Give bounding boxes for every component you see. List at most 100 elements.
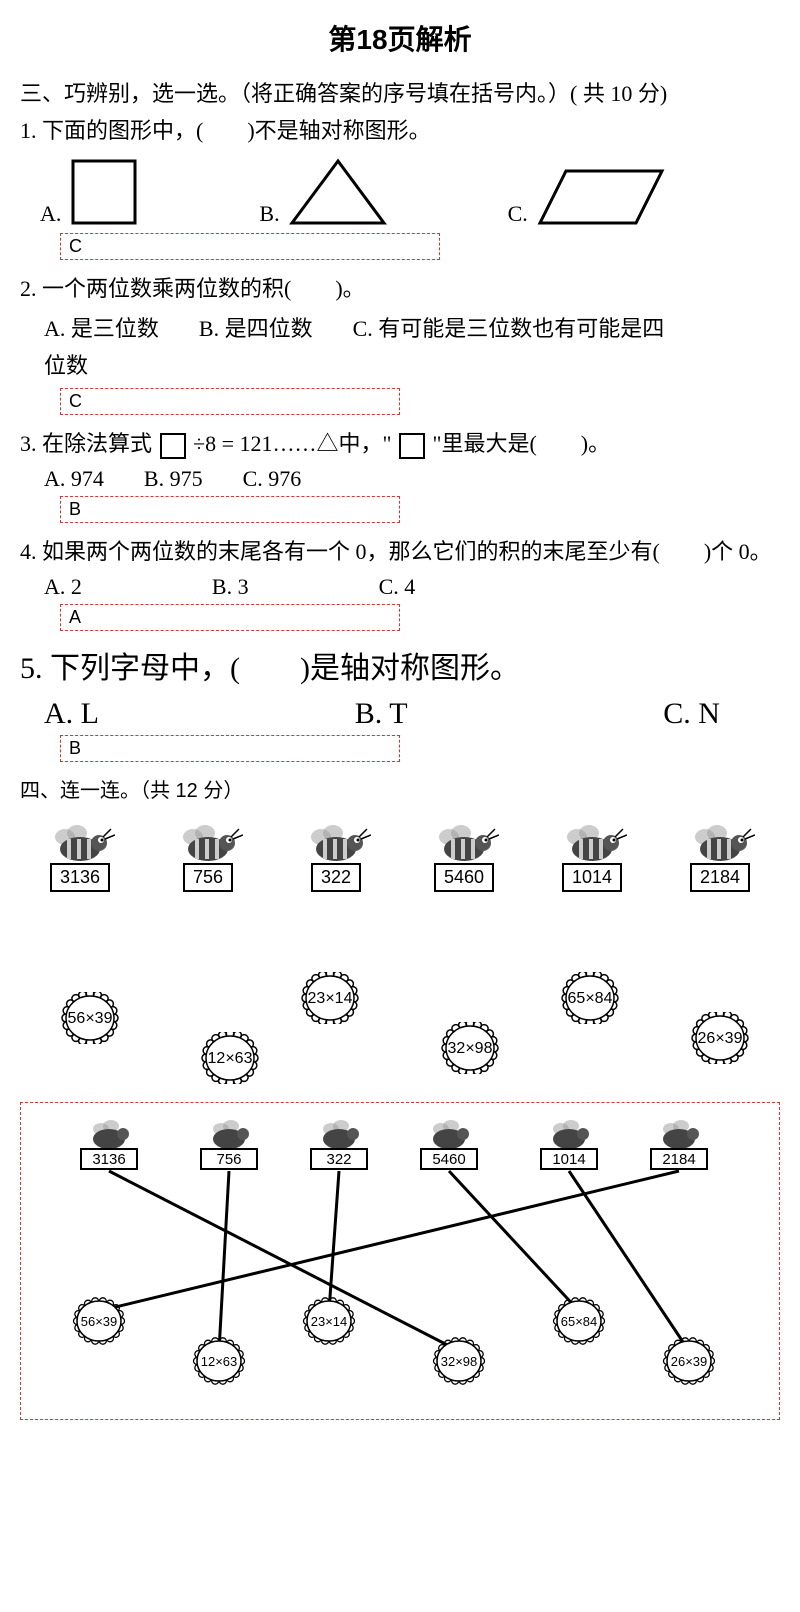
q1-opt-a-label: A. [40,201,61,227]
q4-text: 4. 如果两个两位数的末尾各有一个 0，那么它们的积的末尾至少有( )个 0。 [20,535,780,568]
sol-flower: 56×39 [74,1298,125,1344]
q2-opt-c-cont: 位数 [44,349,780,382]
flower-item: 12×63 [200,1032,260,1089]
flower-item: 56×39 [60,992,120,1049]
bee-item: 322 [286,819,386,892]
section-3-heading: 三、巧辨别，选一选。（将正确答案的序号填在括号内。）( 共 10 分) [20,76,780,108]
section-3-label: 三、巧辨别，选一选。 [20,81,240,106]
q4-options: A. 2 B. 3 C. 4 [44,574,780,600]
box-icon [399,433,425,459]
sol-flower: 26×39 [664,1338,715,1384]
sol-flower: 12×63 [194,1338,245,1384]
q5-text: 5. 下列字母中，( )是轴对称图形。 [20,643,780,687]
svg-text:756: 756 [216,1151,241,1168]
svg-text:65×84: 65×84 [561,1314,598,1329]
flower-item: 32×98 [440,1022,500,1079]
flower-label: 56×39 [60,1010,120,1028]
bee-icon [173,819,243,869]
match-line [449,1171,579,1311]
bee-item: 2184 [670,819,770,892]
svg-text:3136: 3136 [92,1151,125,1168]
bee-icon [557,819,627,869]
sol-bee: 3136 [81,1120,137,1169]
svg-text:5460: 5460 [432,1151,465,1168]
bees-row: 3136 756 322 5460 1014 2184 [20,819,780,892]
q3-opt-b: B. 975 [144,466,203,492]
svg-text:2184: 2184 [662,1151,695,1168]
sol-flower: 65×84 [554,1298,605,1344]
q1-opt-a: A. [40,157,139,227]
sol-flower: 32×98 [434,1338,485,1384]
svg-text:32×98: 32×98 [441,1354,478,1369]
box-icon [160,433,186,459]
q1-opt-c: C. [508,167,666,227]
section-4-heading: 四、连一连。（共 12 分） [20,774,780,803]
bee-label: 1014 [562,863,622,892]
flower-label: 26×39 [690,1030,750,1048]
q2-opt-a: A. 是三位数 [44,311,159,343]
bee-label: 322 [311,863,361,892]
bee-label: 5460 [434,863,494,892]
flower-item: 26×39 [690,1012,750,1069]
bee-icon [685,819,755,869]
q5-options: A. L B. T C. N [44,697,780,731]
q1-text: 1. 下面的图形中，( )不是轴对称图形。 [20,114,780,147]
svg-text:12×63: 12×63 [201,1354,238,1369]
q1-opt-b-label: B. [259,201,279,227]
sol-bee: 322 [311,1120,367,1169]
q2-opt-c: C. 有可能是三位数也有可能是四 [353,311,665,343]
bee-item: 5460 [414,819,514,892]
flower-item: 65×84 [560,972,620,1029]
q3-text: 3. 在除法算式 ÷8 = 121……△中，" "里最大是( )。 [20,427,780,460]
bee-item: 3136 [30,819,130,892]
svg-text:56×39: 56×39 [81,1314,118,1329]
svg-text:23×14: 23×14 [311,1314,348,1329]
q3-answer: B [60,496,400,523]
bee-icon [45,819,115,869]
flower-label: 12×63 [200,1050,260,1068]
sol-bee: 1014 [541,1120,597,1169]
q2-text: 2. 一个两位数乘两位数的积( )。 [20,272,780,305]
page-title: 第18页解析 [20,18,780,58]
sol-flower: 23×14 [304,1298,355,1344]
sol-bee: 2184 [651,1120,707,1169]
bee-label: 756 [183,863,233,892]
q3-text-mid: ÷8 = 121……△中，" [193,431,391,456]
section-3-note: （将正确答案的序号填在括号内。）( 共 10 分) [240,81,667,106]
q2-options: A. 是三位数 B. 是四位数 C. 有可能是三位数也有可能是四 [44,311,780,343]
flowers-area: 56×39 12×63 23×14 32×98 65×84 26×39 [20,952,780,1092]
q2-answer: C [60,388,400,415]
flower-label: 65×84 [560,990,620,1008]
svg-text:322: 322 [326,1151,351,1168]
match-line [99,1171,679,1311]
q4-opt-c: C. 4 [379,574,416,600]
bee-item: 1014 [542,819,642,892]
q4-opt-a: A. 2 [44,574,82,600]
square-icon [69,157,139,227]
match-line [219,1171,229,1351]
parallelogram-icon [536,167,666,227]
solution-box: 3136 756 322 5460 1014 2184 56×39 12×63 23×14 32×… [20,1102,780,1420]
q2-opt-b: B. 是四位数 [199,311,313,343]
q1-options: A. B. C. [40,157,780,227]
q5-opt-a: A. L [44,697,99,731]
sol-bee: 756 [201,1120,257,1169]
triangle-icon [288,157,388,227]
q3-options: A. 974 B. 975 C. 976 [44,466,780,492]
q1-opt-c-label: C. [508,201,528,227]
flower-item: 23×14 [300,972,360,1029]
q1-opt-b: B. [259,157,387,227]
q3-text-pre: 3. 在除法算式 [20,431,152,456]
bee-icon [301,819,371,869]
q3-text-post: "里最大是( )。 [432,431,610,456]
sol-bee: 5460 [421,1120,477,1169]
q5-opt-b: B. T [355,697,408,731]
q3-opt-a: A. 974 [44,466,104,492]
q3-opt-c: C. 976 [243,466,302,492]
svg-text:1014: 1014 [552,1151,585,1168]
matching-solution-diagram: 3136 756 322 5460 1014 2184 56×39 12×63 23×14 32×… [29,1111,769,1411]
match-line [109,1171,459,1351]
bee-label: 2184 [690,863,750,892]
flower-label: 23×14 [300,990,360,1008]
flower-label: 32×98 [440,1040,500,1058]
